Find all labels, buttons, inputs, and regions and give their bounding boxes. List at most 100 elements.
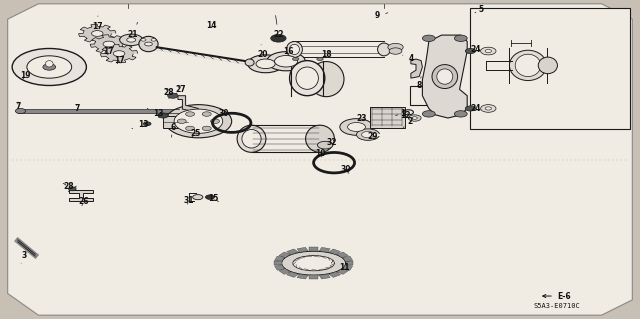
Circle shape	[186, 112, 195, 116]
Circle shape	[202, 126, 211, 131]
Circle shape	[256, 59, 275, 69]
Polygon shape	[342, 265, 353, 270]
Circle shape	[177, 119, 186, 123]
Text: 3: 3	[21, 251, 27, 263]
Circle shape	[145, 42, 152, 46]
Polygon shape	[8, 4, 632, 315]
Text: 9: 9	[375, 11, 388, 20]
Ellipse shape	[538, 57, 557, 74]
PathPatch shape	[79, 24, 116, 43]
Text: 5: 5	[475, 5, 484, 14]
Text: 20: 20	[257, 45, 268, 59]
Text: 31: 31	[184, 196, 194, 204]
Ellipse shape	[293, 256, 335, 271]
Text: E-6: E-6	[543, 292, 570, 300]
Bar	[410, 86, 448, 105]
Circle shape	[454, 111, 467, 117]
Bar	[370, 107, 405, 128]
Circle shape	[92, 31, 103, 36]
Circle shape	[317, 141, 333, 149]
Text: 4: 4	[403, 54, 413, 63]
Ellipse shape	[282, 251, 346, 275]
Circle shape	[151, 39, 156, 41]
Text: 32: 32	[326, 138, 337, 147]
Text: 24: 24	[470, 45, 481, 54]
Polygon shape	[319, 274, 330, 279]
Ellipse shape	[306, 125, 334, 152]
Bar	[163, 116, 188, 128]
Circle shape	[485, 49, 492, 53]
Polygon shape	[337, 269, 348, 274]
Circle shape	[120, 34, 143, 46]
Polygon shape	[422, 35, 467, 118]
Circle shape	[248, 55, 284, 73]
Polygon shape	[342, 256, 353, 262]
Circle shape	[211, 119, 220, 123]
Circle shape	[481, 47, 496, 55]
Text: 1: 1	[396, 109, 406, 118]
Text: 18: 18	[321, 50, 332, 59]
Text: 11: 11	[339, 263, 349, 272]
Circle shape	[68, 187, 76, 191]
Circle shape	[202, 112, 211, 116]
Text: 28: 28	[164, 88, 174, 97]
Circle shape	[141, 39, 146, 41]
Ellipse shape	[436, 69, 453, 84]
Text: 8: 8	[417, 77, 422, 90]
Text: 15: 15	[209, 194, 219, 203]
Text: 17: 17	[104, 47, 114, 56]
Polygon shape	[329, 249, 340, 255]
Circle shape	[143, 122, 151, 126]
Ellipse shape	[45, 61, 53, 67]
Polygon shape	[279, 269, 291, 274]
Circle shape	[205, 195, 214, 199]
Circle shape	[465, 106, 476, 111]
Text: 30: 30	[340, 165, 351, 174]
Ellipse shape	[509, 50, 547, 80]
Bar	[470, 8, 630, 129]
Circle shape	[408, 115, 421, 121]
Ellipse shape	[289, 61, 325, 96]
Circle shape	[103, 41, 115, 47]
Text: 7: 7	[15, 102, 20, 111]
Circle shape	[292, 57, 299, 61]
Ellipse shape	[296, 67, 319, 89]
Polygon shape	[279, 252, 291, 258]
Circle shape	[158, 113, 168, 118]
Polygon shape	[297, 247, 308, 252]
Ellipse shape	[287, 41, 303, 57]
Polygon shape	[411, 59, 422, 78]
Text: 19: 19	[20, 71, 31, 80]
Circle shape	[271, 34, 286, 42]
Circle shape	[113, 51, 125, 56]
Polygon shape	[346, 261, 353, 265]
Ellipse shape	[237, 125, 266, 152]
Text: 17: 17	[114, 56, 124, 65]
Circle shape	[485, 107, 492, 110]
Polygon shape	[329, 272, 340, 278]
Text: 30: 30	[219, 109, 229, 118]
Text: 10: 10	[315, 149, 325, 158]
PathPatch shape	[90, 35, 127, 53]
Text: 25: 25	[190, 129, 200, 138]
Polygon shape	[275, 265, 285, 270]
Circle shape	[15, 108, 26, 114]
Polygon shape	[287, 272, 298, 278]
Polygon shape	[69, 190, 93, 201]
Ellipse shape	[245, 59, 254, 66]
Circle shape	[454, 35, 467, 41]
Circle shape	[465, 48, 476, 54]
Circle shape	[340, 119, 373, 135]
Text: 13: 13	[147, 108, 164, 118]
Polygon shape	[337, 252, 348, 258]
Circle shape	[348, 122, 365, 131]
Polygon shape	[275, 256, 285, 262]
Ellipse shape	[432, 64, 458, 89]
Polygon shape	[178, 96, 198, 112]
PathPatch shape	[100, 44, 138, 63]
Circle shape	[481, 105, 496, 112]
Polygon shape	[287, 249, 298, 255]
Circle shape	[174, 109, 223, 133]
Circle shape	[267, 52, 305, 71]
Text: S5A3-E0710C: S5A3-E0710C	[533, 303, 580, 309]
